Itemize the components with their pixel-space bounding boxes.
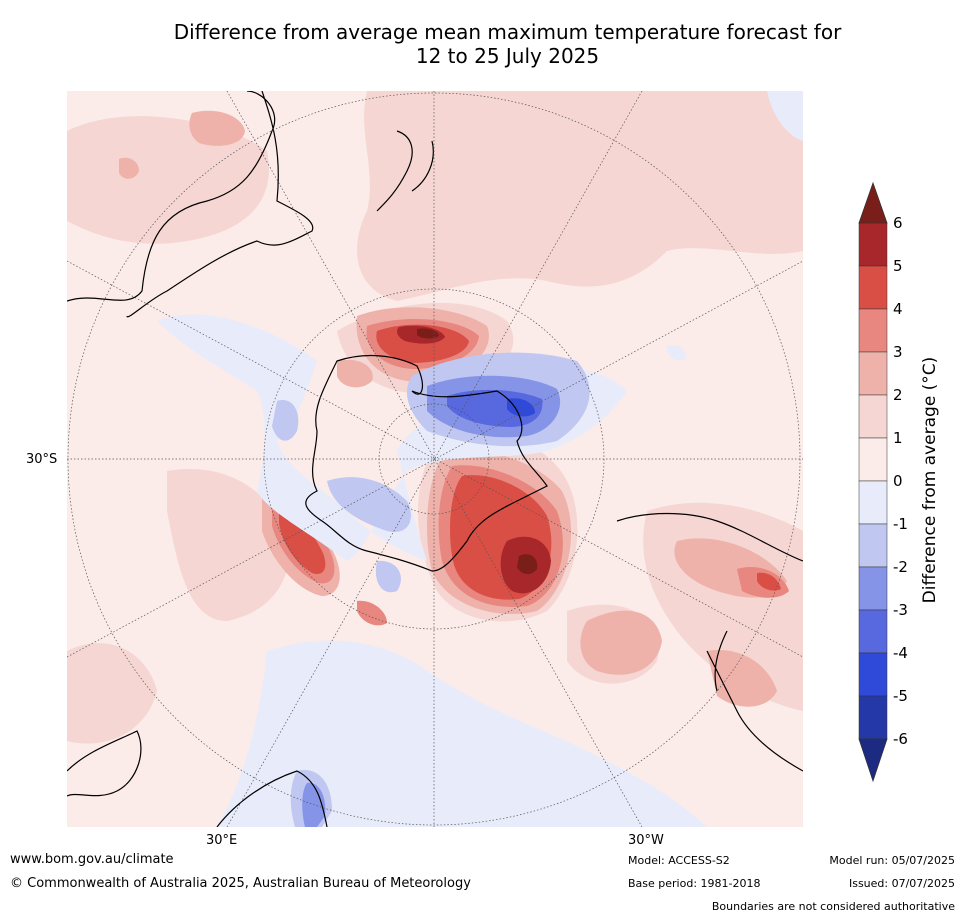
map-title: Difference from average mean maximum tem… <box>60 20 955 68</box>
footer-base-period: Base period: 1981-2018 <box>628 877 761 890</box>
africa-coastline <box>67 730 328 827</box>
new-zealand-coastline <box>376 130 434 212</box>
footer-url[interactable]: www.bom.gov.au/climate <box>10 852 174 867</box>
colorbar-tick-label: -3 <box>893 601 908 619</box>
antarctica-coastline <box>305 354 548 572</box>
colorbar-bin <box>858 265 888 310</box>
colorbar-tick-label: 1 <box>893 429 903 447</box>
footer-model-run: Model run: 05/07/2025 <box>829 854 955 867</box>
colorbar-bin <box>858 394 888 439</box>
colorbar-bin <box>858 480 888 525</box>
title-line-2: 12 to 25 July 2025 <box>415 44 600 68</box>
australia-coastline <box>67 91 314 318</box>
colorbar-bin <box>858 308 888 353</box>
colorbar-tick-label: -2 <box>893 558 908 576</box>
colorbar-bin <box>858 222 888 267</box>
colorbar-extend-top <box>858 181 888 224</box>
footer-disclaimer: Boundaries are not considered authoritat… <box>711 900 955 913</box>
south-america-coastline <box>616 512 803 772</box>
colorbar-bin <box>858 351 888 396</box>
lon-label-30e: 30°E <box>206 833 238 848</box>
colorbar-bins <box>858 222 888 740</box>
colorbar-tick-label: 6 <box>893 214 903 232</box>
footer-issued: Issued: 07/07/2025 <box>848 877 955 890</box>
colorbar-tick-label: 4 <box>893 300 903 318</box>
anomaly-band-above-6 <box>417 328 538 575</box>
colorbar-tick-label: 2 <box>893 386 903 404</box>
colorbar-tick-label: 3 <box>893 343 903 361</box>
colorbar-bin <box>858 523 888 568</box>
graticule <box>67 91 803 827</box>
colorbar-tick-label: -5 <box>893 687 908 705</box>
colorbar-bin <box>858 695 888 740</box>
colorbar <box>858 181 888 783</box>
colorbar-bin <box>858 652 888 697</box>
coastlines <box>67 91 803 827</box>
colorbar-tick-label: -6 <box>893 730 908 748</box>
colorbar-tick-label: -1 <box>893 515 908 533</box>
colorbar-bin <box>858 609 888 654</box>
anomaly-band-minus-5-minus-4 <box>507 398 535 417</box>
footer-copyright: © Commonwealth of Australia 2025, Austra… <box>10 876 471 891</box>
colorbar-title: Difference from average (°C) <box>920 356 940 604</box>
lon-label-30w: 30°W <box>628 833 664 848</box>
anomaly-map <box>67 91 803 827</box>
colorbar-extend-bottom <box>858 738 888 783</box>
anomaly-band-minus-1-0 <box>157 91 803 827</box>
lat-label-30s: 30°S <box>26 452 58 467</box>
colorbar-tick-label: 0 <box>893 472 903 490</box>
colorbar-bin <box>858 566 888 611</box>
colorbar-tick-label: 5 <box>893 257 903 275</box>
map-canvas <box>67 91 803 827</box>
title-line-1: Difference from average mean maximum tem… <box>173 20 842 44</box>
colorbar-bin <box>858 437 888 482</box>
colorbar-tick-label: -4 <box>893 644 908 662</box>
footer-model: Model: ACCESS-S2 <box>628 854 730 867</box>
